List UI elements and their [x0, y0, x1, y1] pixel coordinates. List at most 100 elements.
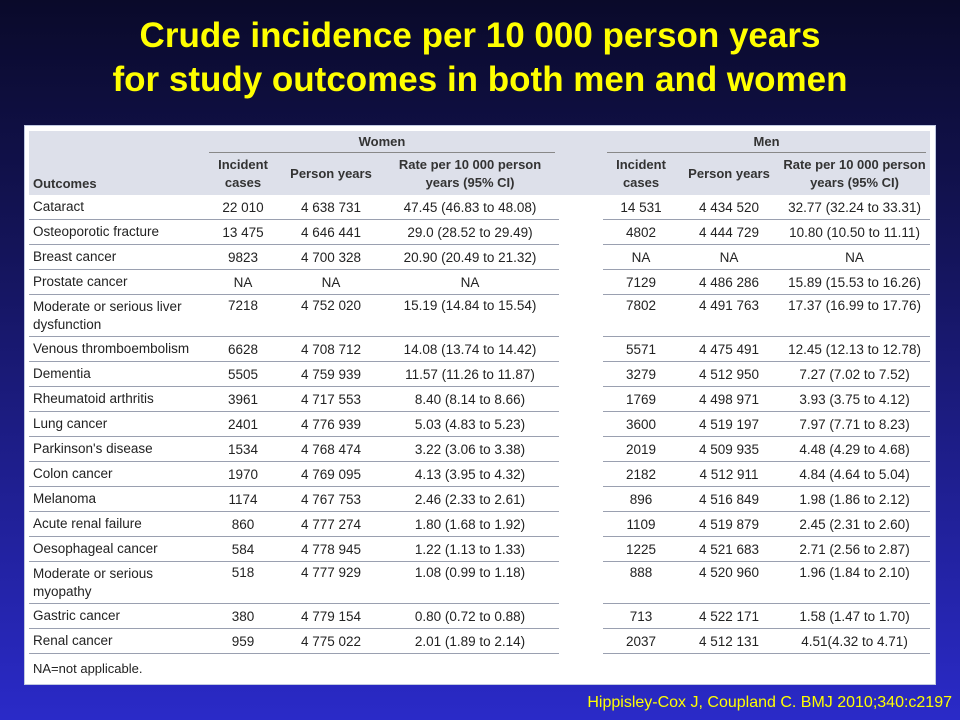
women-cases-cell: 380 [205, 603, 281, 629]
men-cases-cell: 7802 [603, 294, 680, 337]
outcome-cell: Oesophageal cancer [29, 536, 205, 562]
outcome-cell: Cataract [29, 195, 205, 220]
table-row: Renal cancer 959 4 775 022 2.01 (1.89 to 2.… [29, 628, 931, 654]
women-cases-cell: 1174 [205, 486, 281, 512]
table-row: Melanoma 1174 4 767 753 2.46 (2.33 to 2.61)… [29, 486, 931, 512]
women-cases-cell: 13 475 [205, 219, 281, 245]
table-row: Venous thromboembolism 6628 4 708 712 14.08… [29, 336, 931, 362]
outcome-cell: Moderate or serious myopathy [29, 561, 205, 604]
men-cases-cell: 1225 [603, 536, 680, 562]
men-person-years-cell: 4 434 520 [679, 195, 780, 220]
men-person-years-cell: 4 521 683 [679, 536, 780, 562]
women-rate-cell: 14.08 (13.74 to 14.42) [381, 336, 560, 362]
header-men-rate: Rate per 10 000 person years (95% CI) [779, 153, 931, 195]
women-person-years-cell: 4 778 945 [281, 536, 381, 562]
women-person-years-cell: 4 777 929 [281, 561, 381, 604]
men-cases-cell: 7129 [603, 269, 680, 295]
women-person-years-cell: 4 638 731 [281, 195, 381, 220]
men-rate-cell: 32.77 (32.24 to 33.31) [779, 195, 931, 220]
table-row: Lung cancer 2401 4 776 939 5.03 (4.83 to 5.… [29, 411, 931, 437]
women-rate-cell: NA [381, 269, 560, 295]
men-person-years-cell: 4 516 849 [679, 486, 780, 512]
header-women-person-years: Person years [281, 153, 381, 195]
outcome-cell: Breast cancer [29, 244, 205, 270]
women-rate-cell: 11.57 (11.26 to 11.87) [381, 361, 560, 387]
women-cases-cell: 22 010 [205, 195, 281, 220]
men-rate-cell: 4.84 (4.64 to 5.04) [779, 461, 931, 487]
women-person-years-cell: NA [281, 269, 381, 295]
men-person-years-cell: NA [679, 244, 780, 270]
men-cases-cell: NA [603, 244, 680, 270]
table-row: Colon cancer 1970 4 769 095 4.13 (3.95 to 4… [29, 461, 931, 487]
men-cases-cell: 5571 [603, 336, 680, 362]
men-cases-cell: 1109 [603, 511, 680, 537]
women-person-years-cell: 4 767 753 [281, 486, 381, 512]
women-cases-cell: 959 [205, 628, 281, 654]
women-person-years-cell: 4 708 712 [281, 336, 381, 362]
men-rate-cell: 1.58 (1.47 to 1.70) [779, 603, 931, 629]
women-cases-cell: 2401 [205, 411, 281, 437]
women-cases-cell: 518 [205, 561, 281, 604]
table-row: Prostate cancer NA NA NA 7129 4 486 286 15.89 … [29, 269, 931, 295]
men-rate-cell: 10.80 (10.50 to 11.11) [779, 219, 931, 245]
women-cases-cell: 1534 [205, 436, 281, 462]
men-rate-cell: NA [779, 244, 931, 270]
women-cases-cell: 7218 [205, 294, 281, 337]
women-person-years-cell: 4 768 474 [281, 436, 381, 462]
men-rate-cell: 2.71 (2.56 to 2.87) [779, 536, 931, 562]
men-person-years-cell: 4 512 950 [679, 361, 780, 387]
men-cases-cell: 2037 [603, 628, 680, 654]
women-cases-cell: 1970 [205, 461, 281, 487]
header-outcomes: Outcomes [29, 131, 205, 195]
outcome-cell: Lung cancer [29, 411, 205, 437]
women-cases-cell: 3961 [205, 386, 281, 412]
outcome-cell: Melanoma [29, 486, 205, 512]
title-line-1: Crude incidence per 10 000 person years [139, 16, 821, 55]
women-rate-cell: 0.80 (0.72 to 0.88) [381, 603, 560, 629]
men-rate-cell: 15.89 (15.53 to 16.26) [779, 269, 931, 295]
men-person-years-cell: 4 512 131 [679, 628, 780, 654]
men-cases-cell: 2019 [603, 436, 680, 462]
men-rate-cell: 1.96 (1.84 to 2.10) [779, 561, 931, 604]
women-rate-cell: 4.13 (3.95 to 4.32) [381, 461, 560, 487]
women-person-years-cell: 4 775 022 [281, 628, 381, 654]
women-rate-cell: 5.03 (4.83 to 5.23) [381, 411, 560, 437]
men-rate-cell: 7.97 (7.71 to 8.23) [779, 411, 931, 437]
men-cases-cell: 4802 [603, 219, 680, 245]
women-rate-cell: 29.0 (28.52 to 29.49) [381, 219, 560, 245]
women-person-years-cell: 4 752 020 [281, 294, 381, 337]
women-cases-cell: 6628 [205, 336, 281, 362]
women-cases-cell: 860 [205, 511, 281, 537]
men-rate-cell: 12.45 (12.13 to 12.78) [779, 336, 931, 362]
women-rate-cell: 15.19 (14.84 to 15.54) [381, 294, 560, 337]
women-rate-cell: 2.01 (1.89 to 2.14) [381, 628, 560, 654]
header-men-group: Men [603, 131, 931, 153]
men-person-years-cell: 4 512 911 [679, 461, 780, 487]
header-women-group: Women [205, 131, 560, 153]
men-cases-cell: 713 [603, 603, 680, 629]
table-row: Moderate or serious myopathy 518 4 777 929… [29, 561, 931, 604]
women-cases-cell: 584 [205, 536, 281, 562]
men-person-years-cell: 4 498 971 [679, 386, 780, 412]
women-person-years-cell: 4 777 274 [281, 511, 381, 537]
outcome-cell: Dementia [29, 361, 205, 387]
table-row: Moderate or serious liver dysfunction 721… [29, 294, 931, 337]
table-row: Breast cancer 9823 4 700 328 20.90 (20.49 t… [29, 244, 931, 270]
women-person-years-cell: 4 759 939 [281, 361, 381, 387]
men-cases-cell: 2182 [603, 461, 680, 487]
table-footnote: NA=not applicable. [33, 660, 143, 676]
men-person-years-cell: 4 491 763 [679, 294, 780, 337]
men-person-years-cell: 4 520 960 [679, 561, 780, 604]
women-person-years-cell: 4 700 328 [281, 244, 381, 270]
men-person-years-cell: 4 475 491 [679, 336, 780, 362]
men-cases-cell: 1769 [603, 386, 680, 412]
men-person-years-cell: 4 522 171 [679, 603, 780, 629]
men-rate-cell: 7.27 (7.02 to 7.52) [779, 361, 931, 387]
incidence-table: Outcomes Women Men Incident cases Person… [29, 131, 931, 678]
men-person-years-cell: 4 486 286 [679, 269, 780, 295]
women-cases-cell: 9823 [205, 244, 281, 270]
men-cases-cell: 896 [603, 486, 680, 512]
women-person-years-cell: 4 776 939 [281, 411, 381, 437]
women-rate-cell: 1.08 (0.99 to 1.18) [381, 561, 560, 604]
outcome-cell: Renal cancer [29, 628, 205, 654]
